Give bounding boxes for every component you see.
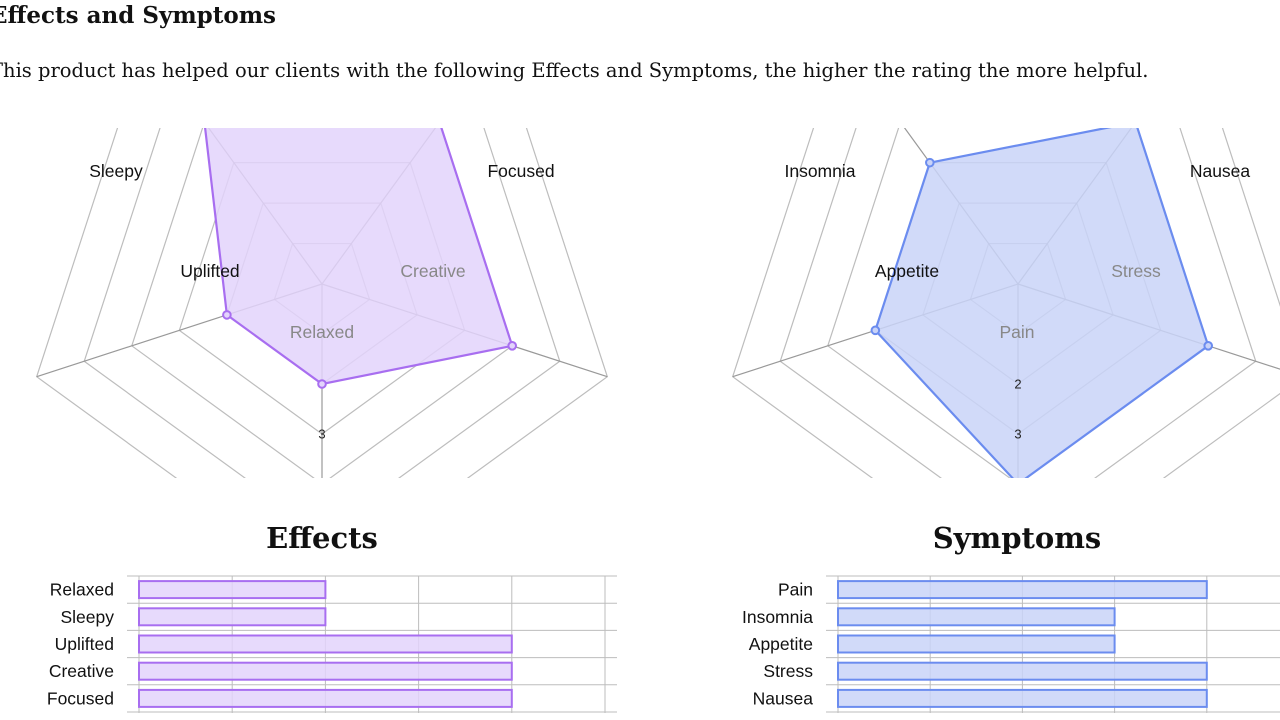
effects-radar-grid-ring-5 [83, 128, 561, 478]
symptoms-radar-axis-label-pain: Pain [999, 322, 1034, 342]
effects-bar-bar-relaxed [138, 580, 327, 600]
symptoms-bar-category-label-nausea: Nausea [753, 688, 814, 708]
symptoms-radar-tick-label: 3 [1014, 427, 1021, 442]
effects-bar-category-label-relaxed: Relaxed [50, 580, 114, 600]
section-intro: This product has helped our clients with… [0, 59, 1149, 82]
effects-radar-grid-ring-4 [131, 128, 513, 478]
symptoms-bar-chart: Symptoms Pain Insomnia Appetite Stress Nausea [742, 521, 1280, 713]
effects-radar-series-area [204, 128, 514, 386]
effects-radar-axis-label-creative: Creative [400, 261, 465, 281]
effects-radar-axis-label-sleepy: Sleepy [89, 161, 143, 181]
symptoms-radar-grid-ring-6 [731, 128, 1280, 478]
symptoms-bar-bar-nausea [837, 688, 1208, 708]
symptoms-radar-point-pain [1014, 480, 1022, 488]
effects-bar-bar-sleepy [138, 607, 327, 627]
effects-bar-chart: Effects Relaxed Sleepy Uplifted Creative Focu… [47, 521, 617, 713]
section-heading: Effects and Symptoms [0, 2, 276, 29]
effects-bar-category-label-focused: Focused [47, 688, 114, 708]
symptoms-bar-title: Symptoms [933, 521, 1102, 555]
effects-bar-bar-uplifted [138, 634, 513, 654]
effects-radar-axis-label-focused: Focused [487, 161, 554, 181]
symptoms-bar-category-label-stress: Stress [763, 661, 813, 681]
effects-radar-grid-ring-6 [35, 128, 609, 478]
symptoms-radar-chart: 2 3 Pain Insomnia Appetite Stress Nausea [731, 118, 1280, 488]
effects-bar-title: Effects [266, 521, 378, 555]
effects-bar-category-label-uplifted: Uplifted [55, 634, 114, 654]
symptoms-bar-category-label-insomnia: Insomnia [742, 607, 813, 627]
symptoms-radar-axis-label-appetite: Appetite [875, 261, 939, 281]
symptoms-bar-bar-insomnia [837, 607, 1116, 627]
effects-bar-category-label-sleepy: Sleepy [60, 607, 114, 627]
symptoms-radar-axis-label-insomnia: Insomnia [784, 161, 855, 181]
effects-radar-point-uplifted [201, 118, 209, 126]
effects-radar-axis-label-uplifted: Uplifted [180, 261, 239, 281]
effects-bar-bar-focused [138, 688, 513, 708]
effects-radar-point-sleepy [222, 310, 232, 320]
symptoms-radar-point-appetite [925, 157, 935, 168]
symptoms-bar-bar-pain [837, 580, 1208, 600]
effects-bar-bar-creative [138, 661, 513, 681]
symptoms-radar-grid-ring-5 [779, 128, 1257, 478]
symptoms-radar-axis-label-nausea: Nausea [1190, 161, 1251, 181]
effects-radar-point-focused [507, 341, 518, 351]
effects-radar-point-relaxed [317, 379, 327, 389]
symptoms-radar-point-nausea [1203, 341, 1214, 351]
symptoms-radar-axis-label-stress: Stress [1111, 261, 1161, 281]
effects-bar-category-label-creative: Creative [49, 661, 114, 681]
symptoms-radar-point-stress [1132, 118, 1140, 126]
symptoms-radar-tick-label: 2 [1014, 377, 1021, 392]
effects-radar-point-creative [436, 118, 444, 126]
symptoms-bar-bar-stress [837, 661, 1208, 681]
effects-radar-axis-label-relaxed: Relaxed [290, 322, 354, 342]
symptoms-bar-category-label-appetite: Appetite [749, 634, 813, 654]
symptoms-bar-bar-appetite [837, 634, 1116, 654]
symptoms-radar-point-insomnia [870, 325, 881, 336]
symptoms-bar-category-label-pain: Pain [778, 580, 813, 600]
effects-radar-tick-label: 3 [318, 427, 325, 442]
symptoms-radar-series-area [874, 128, 1210, 478]
effects-radar-chart: 3 Relaxed Sleepy Uplifted Creative Focused [35, 118, 609, 478]
